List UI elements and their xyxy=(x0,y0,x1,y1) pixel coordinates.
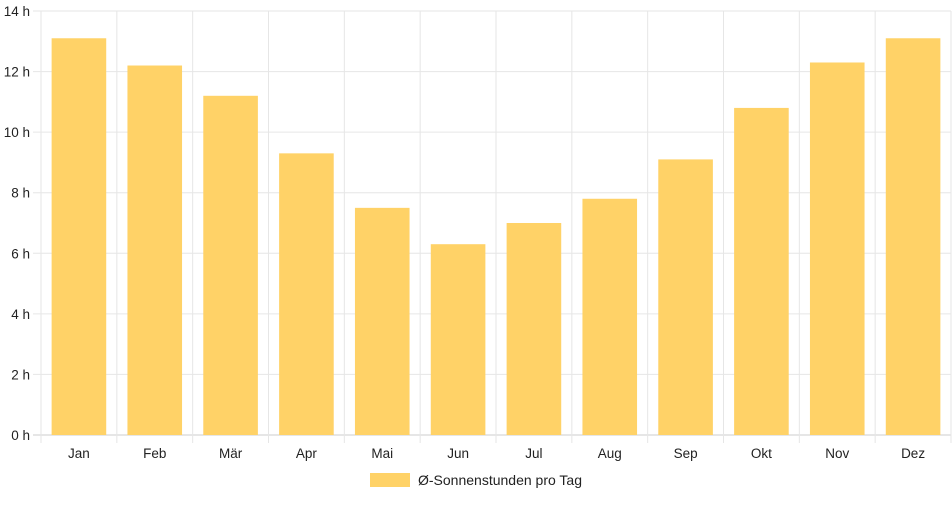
x-tick-label: Okt xyxy=(751,446,772,461)
x-tick-label: Mai xyxy=(371,446,393,461)
y-tick-label: 10 h xyxy=(4,125,30,140)
y-tick-label: 6 h xyxy=(11,246,30,261)
legend-swatch xyxy=(370,473,410,487)
y-tick-label: 2 h xyxy=(11,367,30,382)
x-tick-label: Jan xyxy=(68,446,90,461)
bar-mai xyxy=(354,207,410,435)
y-tick-label: 8 h xyxy=(11,186,30,201)
x-tick-label: Mär xyxy=(219,446,243,461)
x-tick-label: Jun xyxy=(447,446,469,461)
bar-jun xyxy=(430,244,486,435)
bar-jul xyxy=(506,223,562,435)
bar-nov xyxy=(809,62,865,435)
bar-jan xyxy=(51,38,107,435)
chart-legend[interactable]: Ø-Sonnenstunden pro Tag xyxy=(0,472,952,488)
x-tick-label: Nov xyxy=(825,446,849,461)
y-tick-label: 12 h xyxy=(4,65,30,80)
bar-dez xyxy=(885,38,941,435)
y-tick-label: 0 h xyxy=(11,428,30,443)
legend-label: Ø-Sonnenstunden pro Tag xyxy=(418,472,582,488)
x-tick-label: Aug xyxy=(598,446,622,461)
x-tick-label: Jul xyxy=(525,446,542,461)
bar-okt xyxy=(734,107,789,436)
bar-aug xyxy=(582,198,638,435)
y-tick-label: 14 h xyxy=(4,4,30,19)
x-tick-label: Feb xyxy=(143,446,166,461)
x-tick-label: Dez xyxy=(901,446,925,461)
x-tick-label: Apr xyxy=(296,446,318,461)
y-tick-label: 4 h xyxy=(11,307,30,322)
bar-feb xyxy=(127,65,183,435)
bar-apr xyxy=(279,153,334,436)
bar-sep xyxy=(658,159,713,435)
x-tick-label: Sep xyxy=(674,446,698,461)
bar-mär xyxy=(203,95,258,436)
